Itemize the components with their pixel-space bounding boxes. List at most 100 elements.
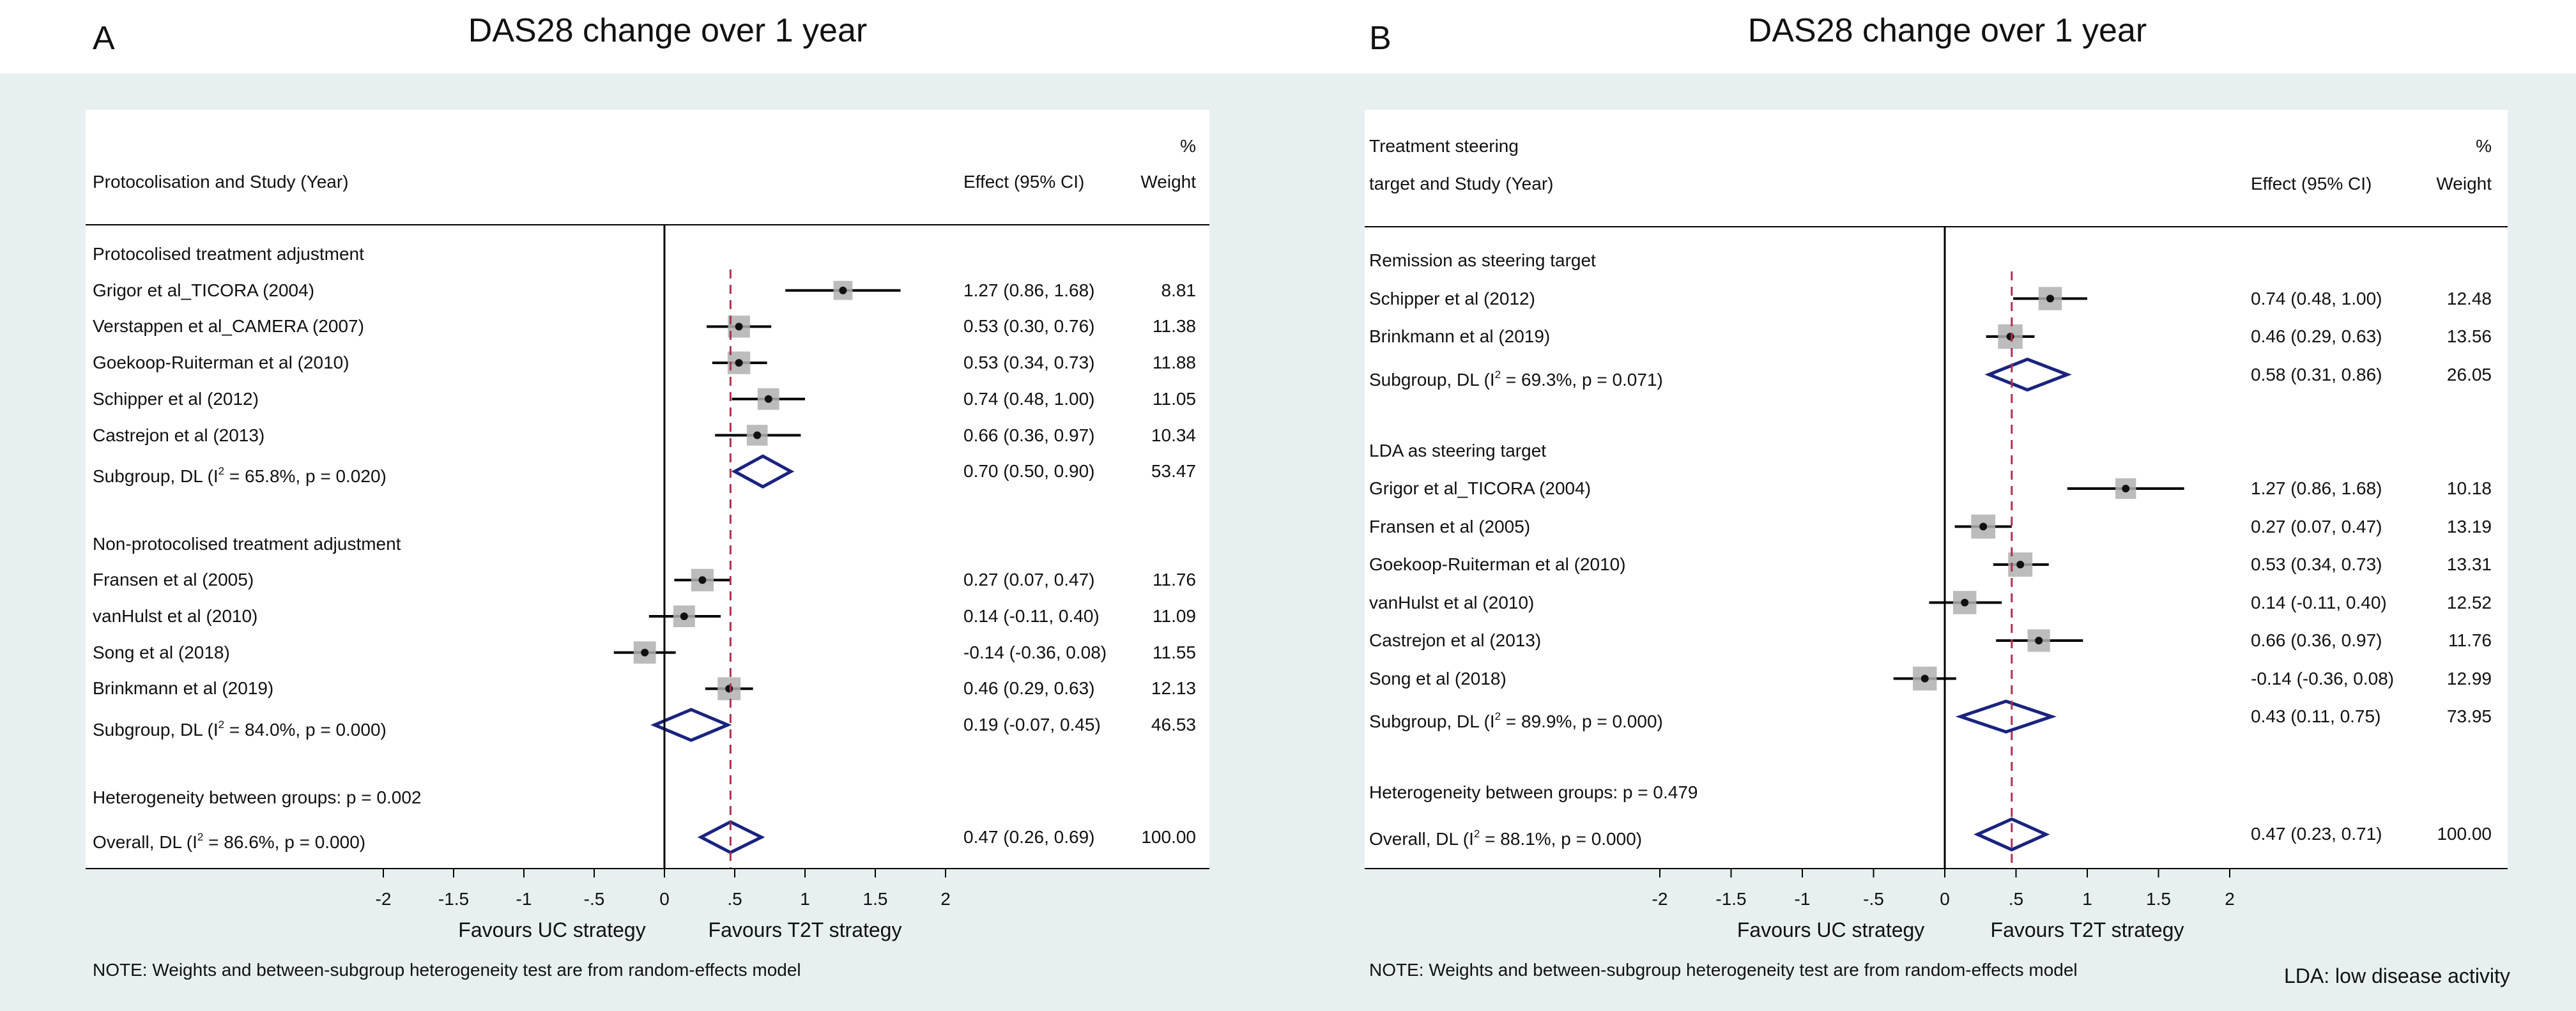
x-tick-label: 1 bbox=[2082, 889, 2092, 909]
x-tick-label: 0 bbox=[659, 889, 670, 909]
point-estimate bbox=[1920, 674, 1929, 683]
study-effect: -0.14 (-0.36, 0.08) bbox=[2251, 668, 2395, 688]
x-tick-label: -1 bbox=[516, 889, 532, 909]
study-label: Goekoop-Ruiterman et al (2010) bbox=[93, 353, 349, 373]
panel-b-title: DAS28 change over 1 year bbox=[1747, 12, 2147, 49]
title-band bbox=[0, 0, 2576, 73]
point-estimate bbox=[698, 576, 707, 584]
study-label: Grigor et al_TICORA (2004) bbox=[1369, 478, 1591, 498]
overall-effect: 0.47 (0.26, 0.69) bbox=[963, 826, 1095, 847]
panel-b-header-label-1: Treatment steering bbox=[1369, 136, 1519, 156]
overall-label: Overall, DL (I2 = 86.6%, p = 0.000) bbox=[93, 830, 366, 852]
study-effect: 0.14 (-0.11, 0.40) bbox=[2251, 592, 2387, 612]
superscript: 2 bbox=[218, 718, 225, 731]
study-effect: 1.27 (0.86, 1.68) bbox=[963, 280, 1095, 300]
subgroup-effect: 0.70 (0.50, 0.90) bbox=[963, 461, 1095, 482]
study-effect: 0.53 (0.34, 0.73) bbox=[963, 353, 1095, 373]
point-estimate bbox=[641, 648, 649, 657]
point-estimate bbox=[2006, 333, 2014, 340]
study-label: Brinkmann et al (2019) bbox=[1369, 326, 1551, 346]
panel-b-plot-background bbox=[1365, 110, 2508, 869]
study-label: Grigor et al_TICORA (2004) bbox=[93, 280, 315, 300]
study-label: Schipper et al (2012) bbox=[93, 388, 259, 409]
study-effect: 0.46 (0.29, 0.63) bbox=[2251, 326, 2382, 346]
study-weight: 10.34 bbox=[1151, 425, 1196, 445]
study-effect: 0.27 (0.07, 0.47) bbox=[2251, 516, 2382, 536]
panel-b-favours-uc: Favours UC strategy bbox=[1736, 918, 1925, 941]
panel-a-header-effect: Effect (95% CI) bbox=[963, 172, 1085, 192]
panel-a-header-label-2: Protocolisation and Study (Year) bbox=[93, 172, 349, 192]
panel-b-header-effect: Effect (95% CI) bbox=[2251, 174, 2372, 194]
x-tick-label: 1.5 bbox=[2146, 889, 2171, 909]
subgroup-weight: 53.47 bbox=[1151, 461, 1196, 482]
subgroup-diamond bbox=[1984, 357, 2072, 392]
subgroup-effect: 0.43 (0.11, 0.75) bbox=[2251, 706, 2381, 726]
point-estimate bbox=[764, 395, 772, 403]
x-tick-label: 1.5 bbox=[862, 889, 888, 909]
subgroup-weight: 73.95 bbox=[2446, 706, 2492, 726]
panel-b-header-percent: % bbox=[2476, 136, 2492, 156]
study-label: Fransen et al (2005) bbox=[93, 570, 254, 590]
overall-weight: 100.00 bbox=[1141, 826, 1196, 847]
point-estimate bbox=[1961, 598, 1969, 607]
subgroup-effect: 0.19 (-0.07, 0.45) bbox=[963, 715, 1101, 735]
panel-b-favours-t2t: Favours T2T strategy bbox=[1990, 918, 2184, 941]
study-weight: 11.09 bbox=[1153, 606, 1196, 626]
overall-weight: 100.00 bbox=[2437, 824, 2492, 844]
point-estimate bbox=[753, 431, 762, 439]
x-tick-label: 1 bbox=[800, 889, 810, 909]
subgroup-label: Subgroup, DL (I2 = 89.9%, p = 0.000) bbox=[1369, 710, 1663, 731]
subgroup-label: Subgroup, DL (I2 = 84.0%, p = 0.000) bbox=[93, 718, 387, 740]
study-weight: 12.52 bbox=[2446, 592, 2492, 612]
panel-a-note: NOTE: Weights and between-subgroup heter… bbox=[93, 960, 801, 980]
x-tick-label: 2 bbox=[2225, 889, 2235, 909]
study-label: Fransen et al (2005) bbox=[1369, 516, 1531, 536]
overall-effect: 0.47 (0.23, 0.71) bbox=[2251, 824, 2382, 844]
superscript: 2 bbox=[1494, 368, 1501, 381]
panel-a-letter: A bbox=[93, 20, 115, 57]
lda-footnote: LDA: low disease activity bbox=[2284, 964, 2510, 987]
point-estimate bbox=[1979, 522, 1988, 531]
subgroup-diamond bbox=[650, 708, 732, 742]
point-estimate bbox=[735, 359, 743, 367]
study-weight: 13.19 bbox=[2446, 516, 2492, 536]
study-effect: 0.66 (0.36, 0.97) bbox=[2251, 630, 2382, 650]
panel-b-letter: B bbox=[1369, 20, 1392, 57]
study-weight: 11.05 bbox=[1153, 388, 1196, 409]
x-tick-label: -2 bbox=[1652, 889, 1668, 909]
panel-b-group-heading: Remission as steering target bbox=[1369, 250, 1596, 270]
overall-diamond bbox=[1974, 817, 2050, 852]
x-tick-label: 2 bbox=[940, 889, 951, 909]
study-label: vanHulst et al (2010) bbox=[1369, 592, 1535, 612]
point-estimate bbox=[2122, 485, 2130, 492]
study-effect: 0.46 (0.29, 0.63) bbox=[963, 678, 1095, 699]
x-tick-label: -1.5 bbox=[438, 889, 470, 909]
study-weight: 11.88 bbox=[1153, 353, 1196, 373]
superscript: 2 bbox=[1473, 828, 1480, 840]
x-tick-label: -1.5 bbox=[1715, 889, 1747, 909]
subgroup-label: Subgroup, DL (I2 = 65.8%, p = 0.020) bbox=[93, 465, 387, 487]
subgroup-diamond bbox=[731, 454, 795, 489]
study-weight: 8.81 bbox=[1161, 280, 1197, 300]
study-effect: 0.74 (0.48, 1.00) bbox=[2251, 288, 2382, 308]
study-effect: 1.27 (0.86, 1.68) bbox=[2251, 478, 2382, 498]
study-effect: 0.66 (0.36, 0.97) bbox=[963, 425, 1095, 445]
panel-b-header-weight: Weight bbox=[2436, 174, 2492, 194]
panel-a-heterogeneity-between: Heterogeneity between groups: p = 0.002 bbox=[93, 787, 422, 807]
subgroup-effect: 0.58 (0.31, 0.86) bbox=[2251, 364, 2382, 384]
point-estimate bbox=[725, 685, 733, 693]
point-estimate bbox=[2046, 294, 2055, 303]
study-weight: 11.76 bbox=[1153, 570, 1196, 590]
study-label: vanHulst et al (2010) bbox=[93, 606, 258, 626]
x-tick-label: -.5 bbox=[583, 889, 605, 909]
panel-a-header-weight: Weight bbox=[1140, 172, 1196, 192]
point-estimate bbox=[2016, 561, 2025, 568]
study-label: Brinkmann et al (2019) bbox=[93, 678, 274, 699]
overall-label: Overall, DL (I2 = 88.1%, p = 0.000) bbox=[1369, 828, 1643, 849]
study-weight: 10.18 bbox=[2446, 478, 2492, 498]
x-tick-label: 0 bbox=[1940, 889, 1950, 909]
point-estimate bbox=[2035, 637, 2043, 644]
superscript: 2 bbox=[1494, 710, 1501, 722]
overall-diamond bbox=[697, 820, 765, 855]
study-label: Castrejon et al (2013) bbox=[93, 425, 265, 445]
